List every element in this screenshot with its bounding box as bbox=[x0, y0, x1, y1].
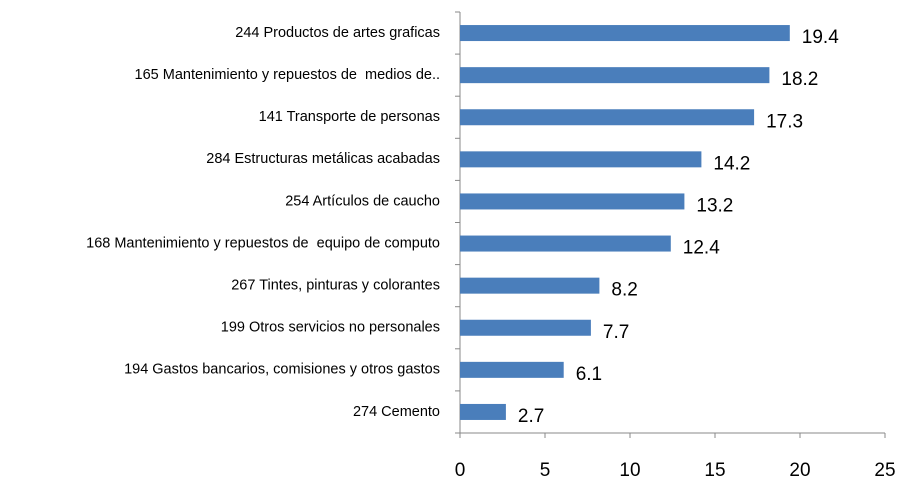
value-label: 12.4 bbox=[683, 238, 720, 259]
value-label: 8.2 bbox=[611, 280, 637, 301]
category-label: 274 Cemento bbox=[353, 404, 440, 420]
value-label: 2.7 bbox=[518, 406, 544, 427]
category-label: 267 Tintes, pinturas y colorantes bbox=[231, 277, 440, 293]
x-tick-label: 15 bbox=[704, 460, 725, 481]
category-label: 165 Mantenimiento y repuestos de medios … bbox=[135, 67, 440, 83]
bar bbox=[460, 193, 685, 210]
bar bbox=[460, 67, 770, 84]
value-label: 13.2 bbox=[696, 195, 733, 216]
x-tick-label: 10 bbox=[619, 460, 640, 481]
bar bbox=[460, 109, 755, 126]
category-label: 194 Gastos bancarios, comisiones y otros… bbox=[124, 362, 440, 378]
category-label: 244 Productos de artes graficas bbox=[235, 25, 440, 41]
x-tick-label: 5 bbox=[540, 460, 551, 481]
category-label: 141 Transporte de personas bbox=[259, 109, 440, 125]
bar bbox=[460, 361, 564, 378]
value-label: 6.1 bbox=[576, 364, 602, 385]
bar bbox=[460, 277, 600, 294]
value-label: 7.7 bbox=[603, 322, 629, 343]
x-tick-label: 25 bbox=[874, 460, 895, 481]
bar bbox=[460, 25, 790, 42]
value-label: 19.4 bbox=[802, 27, 839, 48]
value-label: 17.3 bbox=[766, 111, 803, 132]
value-label: 14.2 bbox=[713, 153, 750, 174]
value-label: 18.2 bbox=[781, 69, 818, 90]
category-label: 168 Mantenimiento y repuestos de equipo … bbox=[86, 235, 440, 251]
bar bbox=[460, 235, 671, 252]
category-label: 284 Estructuras metálicas acabadas bbox=[206, 151, 440, 167]
category-label: 199 Otros servicios no personales bbox=[221, 320, 440, 336]
category-label: 254 Artículos de caucho bbox=[285, 193, 440, 209]
bar bbox=[460, 151, 702, 168]
bar bbox=[460, 403, 506, 420]
x-tick-label: 20 bbox=[789, 460, 810, 481]
bar bbox=[460, 319, 591, 336]
x-tick-label: 0 bbox=[455, 460, 466, 481]
